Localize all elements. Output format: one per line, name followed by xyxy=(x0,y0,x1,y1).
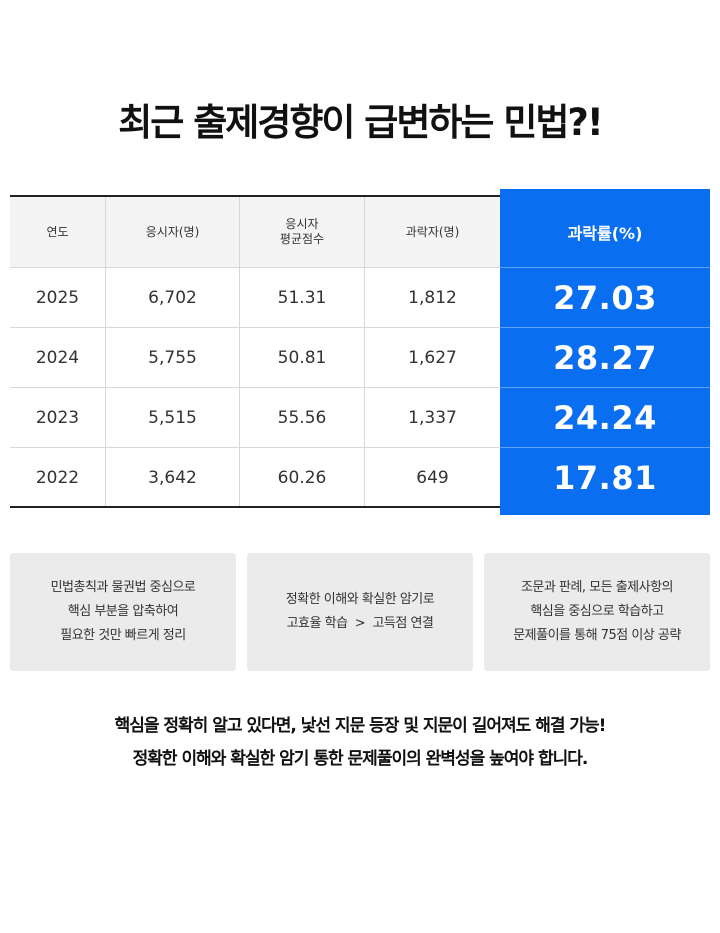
table-header-row: 연도 응시자(명) 응시자 평균점수 과락자(명) xyxy=(10,197,500,267)
fail-rate-highlight-column: 과락률(%) 27.03 28.27 24.24 17.81 xyxy=(500,189,710,515)
cell-applicants: 5,755 xyxy=(106,328,240,387)
feature-box-goal: 조문과 판례, 모든 출제사항의 핵심을 중심으로 학습하고 문제풀이를 통해 … xyxy=(484,553,710,671)
cell-avg-score: 51.31 xyxy=(240,268,365,327)
cell-failed: 1,812 xyxy=(408,287,457,308)
feature-box-scope: 민법총칙과 물권법 중심으로 핵심 부분을 압축하여 필요한 것만 빠르게 정리 xyxy=(10,553,236,671)
cell-applicants: 3,642 xyxy=(106,448,240,507)
table-row: 2025 6,702 51.31 1,812 xyxy=(10,267,500,327)
cell-year: 2022 xyxy=(10,448,106,507)
cell-fail-rate: 27.03 xyxy=(500,267,710,327)
feature-text: 고효율 학습 > 고득점 연결 xyxy=(286,616,434,631)
header-failed: 과락자(명) xyxy=(405,224,460,239)
cell-failed: 1,627 xyxy=(408,347,457,368)
feature-text: 핵심을 중심으로 학습하고 xyxy=(530,604,664,619)
table-row: 2024 5,755 50.81 1,627 xyxy=(10,327,500,387)
cell-failed: 649 xyxy=(416,467,449,488)
cell-avg-score: 55.56 xyxy=(240,388,365,447)
cell-avg-score: 60.26 xyxy=(240,448,365,507)
cell-fail-rate: 17.81 xyxy=(500,447,710,507)
feature-text: 문제풀이를 통해 75점 이상 공략 xyxy=(513,628,681,643)
cell-fail-rate: 28.27 xyxy=(500,327,710,387)
cell-year: 2024 xyxy=(10,328,106,387)
cell-failed: 1,337 xyxy=(408,407,457,428)
page-title: 최근 출제경향이 급변하는 민법?! xyxy=(118,101,604,144)
header-year: 연도 xyxy=(10,197,106,267)
table-row: 2023 5,515 55.56 1,337 xyxy=(10,387,500,447)
table-top-border xyxy=(10,195,500,197)
feature-text: 조문과 판례, 모든 출제사항의 xyxy=(520,580,674,595)
cell-applicants: 6,702 xyxy=(106,268,240,327)
table-row: 2022 3,642 60.26 649 xyxy=(10,447,500,507)
summary-line-2: 정확한 이해와 확실한 암기 통한 문제풀이의 완벽성을 높여야 합니다. xyxy=(132,749,589,769)
header-fail-rate: 과락률(%) xyxy=(567,224,643,243)
feature-text: 핵심 부분을 압축하여 xyxy=(67,604,179,619)
cell-avg-score: 50.81 xyxy=(240,328,365,387)
feature-text: 정확한 이해와 확실한 암기로 xyxy=(285,592,435,607)
header-applicants: 응시자(명) xyxy=(106,197,240,267)
feature-boxes: 민법총칙과 물권법 중심으로 핵심 부분을 압축하여 필요한 것만 빠르게 정리… xyxy=(10,553,710,671)
exam-stats-table: 연도 응시자(명) 응시자 평균점수 과락자(명) 2025 6,702 51.… xyxy=(10,189,710,515)
cell-fail-rate: 24.24 xyxy=(500,387,710,447)
summary-line-1: 핵심을 정확히 알고 있다면, 낯선 지문 등장 및 지문이 길어져도 해결 가… xyxy=(114,716,607,736)
cell-year: 2025 xyxy=(10,268,106,327)
table-bottom-border xyxy=(10,506,500,508)
cell-applicants: 5,515 xyxy=(106,388,240,447)
feature-text: 필요한 것만 빠르게 정리 xyxy=(60,628,186,643)
feature-box-method: 정확한 이해와 확실한 암기로 고효율 학습 > 고득점 연결 xyxy=(247,553,473,671)
summary-text: 핵심을 정확히 알고 있다면, 낯선 지문 등장 및 지문이 길어져도 해결 가… xyxy=(0,710,720,776)
header-avg-score: 응시자 평균점수 xyxy=(240,197,365,267)
cell-year: 2023 xyxy=(10,388,106,447)
feature-text: 민법총칙과 물권법 중심으로 xyxy=(50,580,196,595)
